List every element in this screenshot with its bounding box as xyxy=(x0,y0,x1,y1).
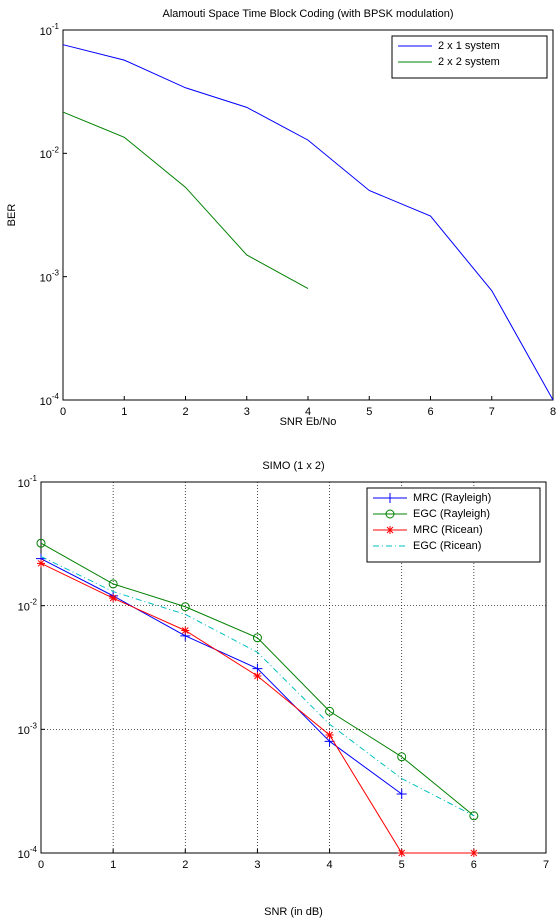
x-tick-label: 7 xyxy=(489,406,495,418)
x-tick-label: 4 xyxy=(327,859,333,871)
y-tick-label: 10-1 xyxy=(18,474,38,490)
x-tick-label: 7 xyxy=(543,859,549,871)
legend-label: EGC (Ricean) xyxy=(413,540,481,552)
x-tick-label: 1 xyxy=(121,406,127,418)
marker xyxy=(108,579,118,589)
x-axis-label: SNR Eb/No xyxy=(280,416,337,428)
marker xyxy=(180,602,190,612)
x-tick-label: 2 xyxy=(182,406,188,418)
marker xyxy=(252,663,263,674)
x-tick-label: 5 xyxy=(399,859,405,871)
marker xyxy=(36,538,46,548)
marker xyxy=(325,730,334,739)
x-tick-label: 8 xyxy=(550,406,556,418)
series-line xyxy=(40,556,475,817)
chart-title: Alamouti Space Time Block Coding (with B… xyxy=(162,8,453,20)
marker xyxy=(397,752,407,762)
marker xyxy=(37,559,45,568)
x-tick-label: 0 xyxy=(60,406,66,418)
legend-label: MRC (Rayleigh) xyxy=(413,492,491,504)
plot-area xyxy=(62,29,554,401)
marker xyxy=(252,633,262,643)
x-tick-label: 1 xyxy=(110,859,116,871)
series-line xyxy=(62,111,309,290)
series-line xyxy=(62,44,554,401)
marker xyxy=(325,706,335,716)
marker xyxy=(181,626,190,635)
marker xyxy=(469,811,479,821)
x-tick-label: 2 xyxy=(182,859,188,871)
x-tick-label: 6 xyxy=(427,406,433,418)
y-tick-label: 10-2 xyxy=(18,598,38,614)
y-tick-label: 10-1 xyxy=(40,22,60,38)
series-line xyxy=(40,558,403,795)
x-tick-label: 0 xyxy=(38,859,44,871)
marker xyxy=(385,493,395,503)
marker xyxy=(109,594,118,603)
x-tick-label: 5 xyxy=(366,406,372,418)
marker xyxy=(385,509,395,519)
x-tick-label: 3 xyxy=(254,859,260,871)
y-tick-label: 10-3 xyxy=(40,269,60,285)
marker xyxy=(386,526,394,534)
legend-box xyxy=(366,487,541,563)
marker xyxy=(396,788,407,799)
legend-label: 2 x 1 system xyxy=(438,40,500,52)
y-axis-label: BER xyxy=(6,204,18,227)
y-tick-label: 10-2 xyxy=(40,145,60,161)
series-line xyxy=(40,542,475,817)
legend-box xyxy=(391,35,548,79)
x-tick-label: 4 xyxy=(305,406,311,418)
legend-label: EGC (Rayleigh) xyxy=(413,508,490,520)
x-tick-label: 6 xyxy=(471,859,477,871)
chart-title: SIMO (1 x 2) xyxy=(262,460,324,472)
legend-label: MRC (Ricean) xyxy=(413,524,483,536)
y-tick-label: 10-3 xyxy=(18,721,38,737)
marker xyxy=(469,849,478,857)
marker xyxy=(253,671,262,680)
legend-label: 2 x 2 system xyxy=(438,56,500,68)
x-tick-label: 3 xyxy=(244,406,250,418)
y-tick-label: 10-4 xyxy=(40,392,60,408)
marker xyxy=(397,849,406,857)
x-axis-label: SNR (in dB) xyxy=(264,906,323,918)
y-tick-label: 10-4 xyxy=(18,845,38,861)
